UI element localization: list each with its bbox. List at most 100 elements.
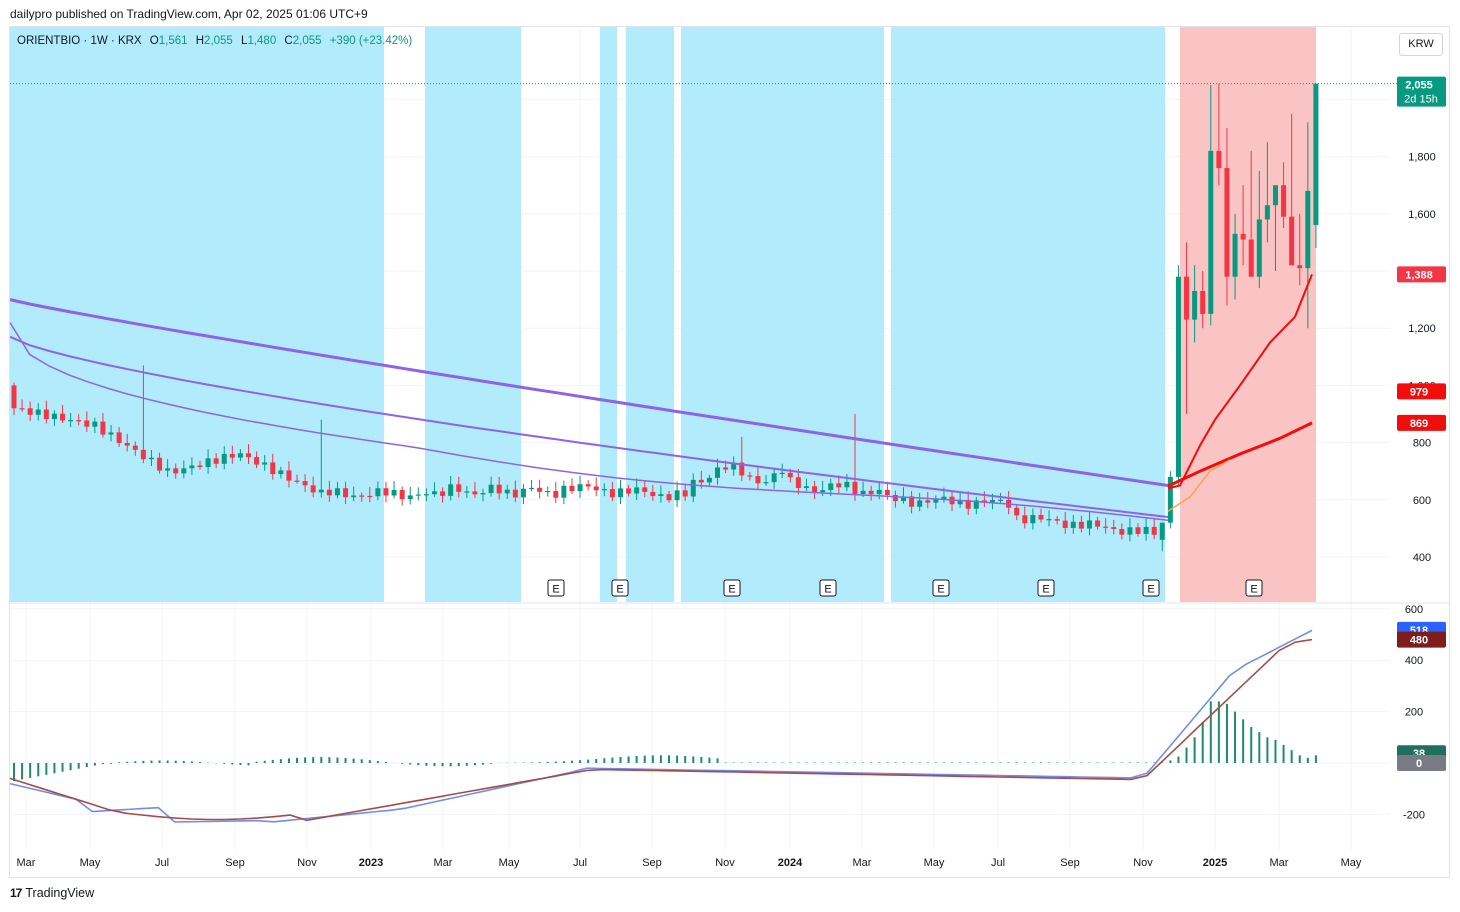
- macd-histogram-bar: [781, 762, 784, 763]
- macd-histogram-bar: [732, 762, 735, 763]
- candle-body: [407, 495, 413, 500]
- candle-body: [173, 468, 179, 474]
- indicator-tick-label: -200: [1403, 809, 1425, 821]
- macd-histogram-bar: [837, 762, 840, 763]
- candle-body: [1086, 520, 1092, 529]
- tradingview-logo-icon: 17: [10, 886, 22, 900]
- blue-zone: [600, 27, 617, 602]
- candle-body: [108, 432, 114, 435]
- macd-histogram-bar: [1185, 747, 1188, 763]
- blue-zone: [10, 27, 384, 602]
- candle-body: [989, 500, 995, 503]
- candle-body: [820, 490, 826, 493]
- candle-body: [27, 408, 33, 415]
- macd-histogram-bar: [433, 763, 436, 767]
- macd-histogram-bar: [1120, 762, 1123, 763]
- price-tag: 869: [1410, 418, 1428, 430]
- price-tag: 2,055: [1405, 80, 1433, 92]
- macd-histogram-bar: [603, 758, 606, 763]
- candle-body: [537, 487, 543, 492]
- macd-histogram-bar: [538, 762, 541, 763]
- candle-body: [569, 485, 575, 492]
- candle-body: [803, 486, 809, 488]
- candle-body: [19, 408, 25, 410]
- price-tag-box: [1397, 266, 1446, 283]
- macd-histogram-bar: [684, 755, 687, 763]
- macd-histogram-bar: [182, 761, 185, 763]
- earnings-marker-box: [1142, 579, 1160, 597]
- macd-histogram-bar: [1088, 762, 1091, 763]
- candle-body: [1143, 526, 1149, 534]
- candle-body: [901, 496, 907, 502]
- candle-body: [1240, 233, 1246, 240]
- macd-histogram-bar: [312, 757, 315, 763]
- candle-body: [92, 421, 98, 427]
- time-axis: Mar May Jul Sep Nov 2023 Mar May Jul Sep Nov 2024 Ma…: [17, 857, 1362, 869]
- candle-body: [828, 483, 834, 491]
- tradingview-brand[interactable]: TradingView: [25, 886, 95, 900]
- macd-histogram-bar: [425, 763, 428, 766]
- currency-button[interactable]: KRW: [1399, 33, 1443, 56]
- candle-body: [593, 486, 599, 491]
- symbol-legend: ORIENTBIO · 1W · KRX O1,561 H2,055 L1,48…: [17, 35, 412, 47]
- macd-histogram-bar: [77, 763, 80, 769]
- candle-body: [1272, 185, 1278, 206]
- macd-histogram-bar: [1145, 762, 1148, 763]
- symbol-name[interactable]: ORIENTBIO · 1W · KRX: [17, 35, 142, 47]
- indicator-tick-label: 200: [1405, 707, 1423, 719]
- macd-histogram-bar: [1007, 762, 1010, 763]
- candle-body: [650, 491, 656, 497]
- earnings-marker-box: [723, 579, 741, 597]
- macd-histogram-bar: [1064, 762, 1067, 763]
- macd-histogram-bar: [166, 760, 169, 763]
- macd-histogram-bar: [1048, 762, 1051, 763]
- candle-body: [731, 462, 737, 470]
- macd-histogram-bar: [336, 757, 339, 763]
- price-tag: 1,388: [1405, 269, 1433, 281]
- macd-histogram-bar: [813, 762, 816, 763]
- macd-histogram-bar: [376, 761, 379, 763]
- candle-body: [148, 457, 154, 460]
- macd-histogram-bar: [1031, 762, 1034, 763]
- macd-histogram-bar: [1290, 750, 1293, 763]
- macd-histogram-bar: [1104, 762, 1107, 763]
- macd-histogram-bar: [708, 757, 711, 763]
- candle-body: [747, 475, 753, 477]
- price-tag-box: [1397, 76, 1446, 107]
- ma-orange-line: [1167, 459, 1231, 512]
- macd-histogram-bar: [765, 762, 768, 763]
- macd-histogram-bar: [45, 763, 48, 775]
- earnings-marker: E: [552, 584, 559, 596]
- candle-body: [140, 449, 146, 460]
- candle-body: [431, 491, 437, 495]
- macd-histogram-bar: [635, 755, 638, 763]
- publish-header: dailypro published on TradingView.com, A…: [10, 7, 368, 21]
- macd-histogram-bar: [959, 762, 962, 763]
- macd-histogram-bar: [441, 763, 444, 767]
- candle-body: [1078, 521, 1084, 529]
- macd-histogram-bar: [255, 761, 258, 763]
- macd-histogram-bar: [29, 763, 32, 778]
- time-tick-label: Nov: [715, 857, 735, 869]
- macd-histogram-bar: [797, 762, 800, 763]
- macd-histogram-bar: [870, 762, 873, 763]
- indicator-tick-label: 600: [1405, 604, 1423, 616]
- indicator-tag: 0: [1416, 758, 1422, 770]
- macd-histogram-bar: [1234, 711, 1237, 763]
- macd-line: [9, 629, 1313, 823]
- ma-red-fast-line: [1167, 274, 1313, 490]
- macd-histogram-bar: [69, 763, 72, 771]
- candle-body: [674, 490, 680, 501]
- candle-body: [634, 487, 640, 494]
- candle-body: [1159, 522, 1165, 540]
- high-label: H: [195, 35, 205, 47]
- earnings-marker: E: [1147, 584, 1154, 596]
- candle-body: [351, 495, 357, 498]
- time-tick-label: May: [924, 857, 945, 869]
- macd-histogram-bar: [562, 761, 565, 763]
- candle-body: [1264, 205, 1270, 220]
- candle-body: [399, 489, 405, 500]
- session-zones: [10, 27, 1316, 602]
- time-tick-label: Sep: [1060, 857, 1080, 869]
